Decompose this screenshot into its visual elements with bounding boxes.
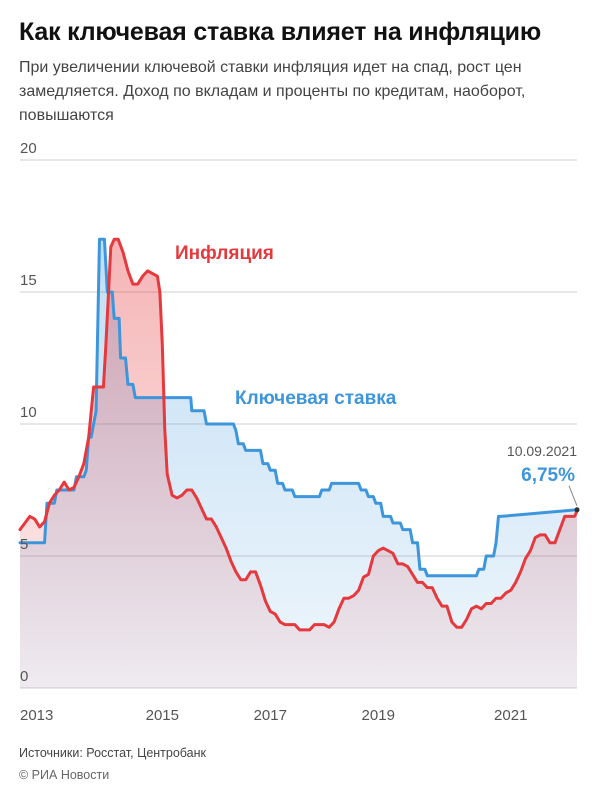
x-tick-label: 2017: [254, 707, 287, 720]
y-tick-label: 0: [20, 668, 28, 685]
x-tick-label: 2015: [146, 707, 179, 720]
chart-area: 0 5 10 15 20 2013 2015 2017 2019 2021 Инфляция Ключ…: [18, 140, 580, 720]
series-label-key-rate: Ключевая ставка: [235, 388, 397, 409]
y-tick-label: 10: [20, 404, 37, 421]
key-rate-line: [18, 237, 579, 578]
series-areas: [20, 239, 577, 688]
annotation-value: 6,75%: [521, 465, 575, 486]
last-value-marker: [574, 507, 580, 513]
labels: 0 5 10 15 20 2013 2015 2017 2019 2021 Инфляция Ключ…: [20, 140, 580, 720]
x-tick-label: 2021: [494, 707, 527, 720]
series-label-inflation: Инфляция: [175, 243, 274, 264]
copyright-note: © РИА Новости: [19, 768, 110, 782]
chart-title: Как ключевая ставка влияет на инфляцию: [19, 18, 541, 46]
inflation-area: [20, 239, 577, 688]
annotation-leader: [568, 485, 578, 506]
y-tick-label: 15: [20, 272, 37, 289]
annotation-date: 10.09.2021: [507, 443, 577, 459]
chart-subtitle: При увеличении ключевой ставки инфляция …: [19, 59, 526, 124]
x-tick-label: 2013: [20, 707, 53, 720]
x-tick-label: 2019: [362, 707, 395, 720]
series-lines: [18, 237, 579, 632]
y-tick-label: 20: [20, 140, 37, 157]
inflation-line: [18, 237, 579, 632]
sources-note: Источники: Росстат, Центробанк: [19, 746, 207, 760]
y-tick-label: 5: [20, 536, 28, 553]
